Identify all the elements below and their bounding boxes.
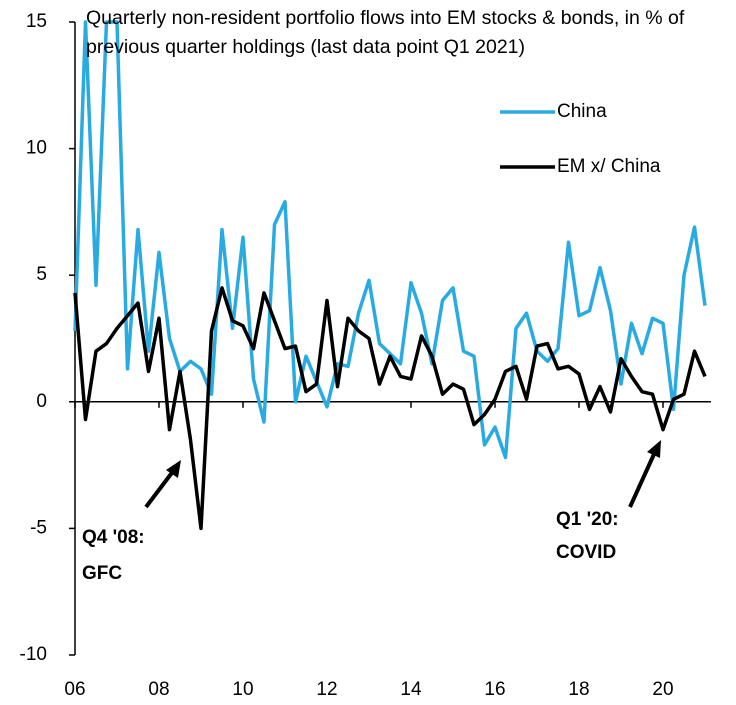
annotation: COVID (556, 542, 616, 563)
x-tick-label: 06 (64, 679, 85, 700)
annotation: Q4 '08: (82, 527, 145, 548)
y-tick-label: 10 (26, 138, 47, 159)
y-tick-label: 0 (36, 391, 47, 412)
x-tick-label: 16 (484, 679, 505, 700)
legend-label: EM x/ China (557, 156, 661, 177)
x-tick-label: 08 (148, 679, 169, 700)
annotation: GFC (82, 563, 122, 584)
y-tick-label: 5 (36, 264, 47, 285)
annotation: Q1 '20: (556, 509, 619, 530)
x-tick-label: 20 (652, 679, 673, 700)
legend-label: China (557, 101, 607, 122)
arrow (144, 460, 181, 509)
chart-title: Quarterly non-resident portfolio flows i… (86, 7, 685, 58)
x-tick-label: 18 (568, 679, 589, 700)
arrow (628, 440, 661, 508)
x-tick-label: 12 (316, 679, 337, 700)
x-tick-label: 14 (400, 679, 422, 700)
series-line (73, 20, 707, 460)
y-tick-label: 15 (26, 11, 47, 32)
y-tick-label: -10 (20, 644, 47, 665)
series-line (73, 286, 707, 531)
y-tick-label: -5 (30, 517, 47, 538)
x-tick-label: 10 (232, 679, 253, 700)
